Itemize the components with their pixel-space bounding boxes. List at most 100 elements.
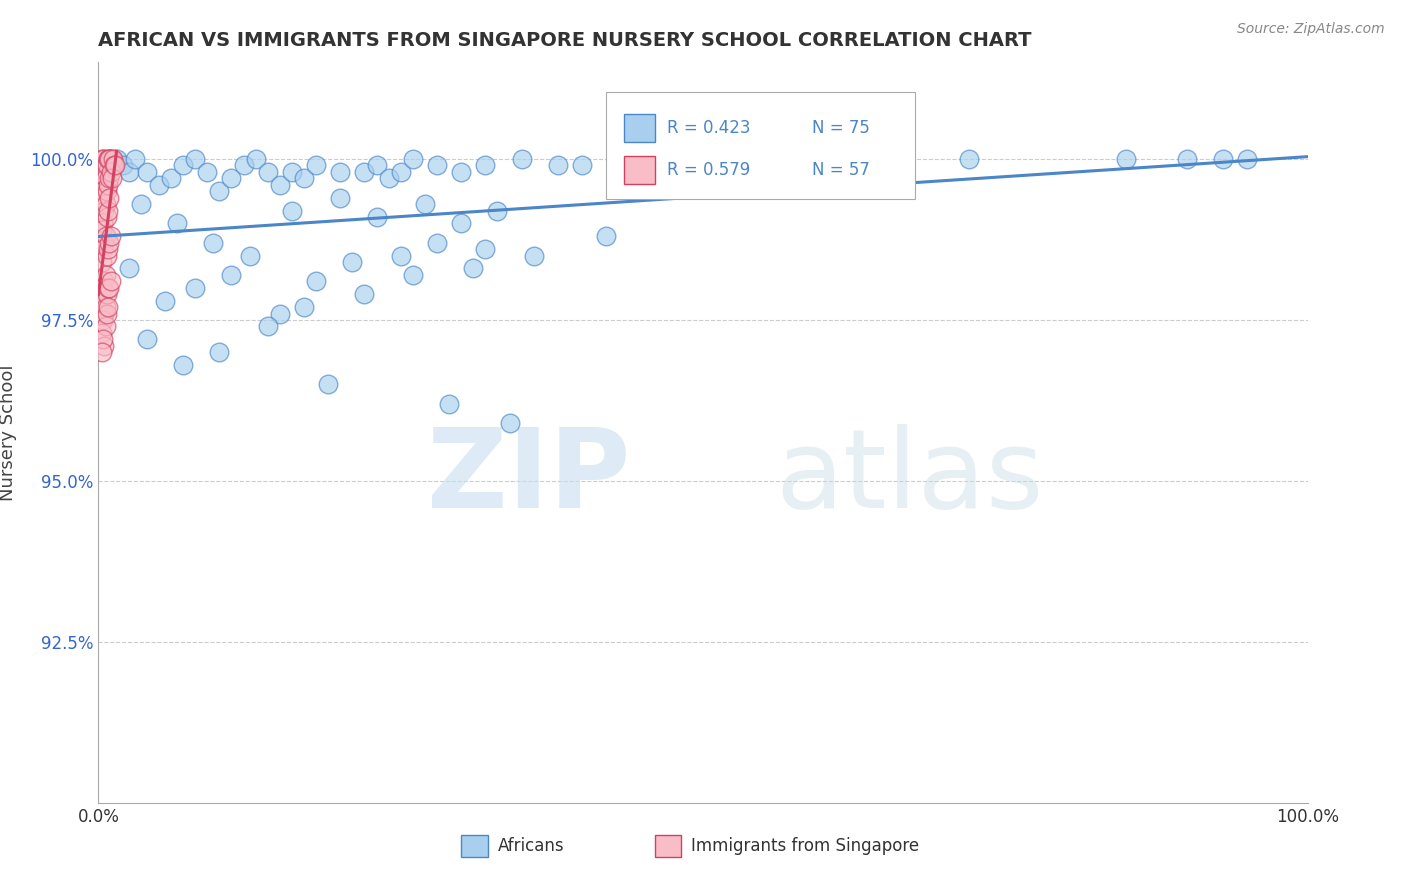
Point bbox=[91, 223, 114, 237]
Point bbox=[97, 203, 120, 218]
Point bbox=[957, 152, 980, 166]
Point bbox=[91, 191, 114, 205]
Point bbox=[1175, 152, 1198, 166]
Point bbox=[91, 184, 114, 198]
Bar bbox=[461, 835, 488, 857]
Point bbox=[184, 152, 207, 166]
Point bbox=[366, 210, 388, 224]
Point bbox=[269, 178, 291, 192]
Point bbox=[523, 249, 546, 263]
Point bbox=[93, 152, 115, 166]
Point bbox=[93, 235, 115, 250]
Point bbox=[329, 165, 352, 179]
Point bbox=[94, 319, 117, 334]
Point bbox=[437, 397, 460, 411]
Point bbox=[377, 171, 399, 186]
Point bbox=[96, 287, 118, 301]
Point bbox=[111, 158, 134, 172]
Point bbox=[571, 158, 593, 172]
Point bbox=[873, 158, 896, 172]
Point bbox=[463, 261, 485, 276]
Point bbox=[124, 152, 146, 166]
Text: Source: ZipAtlas.com: Source: ZipAtlas.com bbox=[1237, 22, 1385, 37]
Point bbox=[98, 281, 121, 295]
Y-axis label: Nursery School: Nursery School bbox=[0, 364, 17, 501]
Point bbox=[655, 171, 678, 186]
Text: Immigrants from Singapore: Immigrants from Singapore bbox=[690, 837, 920, 855]
Point bbox=[103, 158, 125, 172]
Point bbox=[100, 152, 122, 166]
Point bbox=[184, 281, 207, 295]
Point bbox=[245, 152, 267, 166]
Point bbox=[94, 229, 117, 244]
Point bbox=[98, 152, 121, 166]
Point bbox=[172, 158, 194, 172]
Point bbox=[342, 255, 364, 269]
Point bbox=[91, 313, 114, 327]
Point bbox=[100, 274, 122, 288]
Point bbox=[269, 306, 291, 320]
Point bbox=[1115, 152, 1137, 166]
Point bbox=[100, 152, 122, 166]
Point bbox=[94, 171, 117, 186]
Point bbox=[93, 203, 115, 218]
Point bbox=[281, 203, 304, 218]
Bar bbox=[624, 156, 655, 184]
Point bbox=[413, 197, 436, 211]
Text: ZIP: ZIP bbox=[427, 424, 630, 531]
Point bbox=[100, 229, 122, 244]
Point bbox=[97, 300, 120, 314]
Point bbox=[91, 152, 114, 166]
Point bbox=[221, 171, 243, 186]
Point bbox=[129, 197, 152, 211]
Point bbox=[166, 216, 188, 230]
Point bbox=[91, 152, 114, 166]
Point bbox=[305, 274, 328, 288]
Point bbox=[91, 281, 114, 295]
Point bbox=[1236, 152, 1258, 166]
Point bbox=[232, 158, 254, 172]
Point bbox=[239, 249, 262, 263]
Point bbox=[100, 171, 122, 186]
Point bbox=[402, 152, 425, 166]
Point bbox=[97, 281, 120, 295]
Point bbox=[402, 268, 425, 282]
Point bbox=[101, 152, 124, 166]
Point bbox=[474, 158, 496, 172]
Point bbox=[292, 171, 315, 186]
Point bbox=[98, 171, 121, 186]
Point bbox=[96, 210, 118, 224]
Point bbox=[486, 203, 509, 218]
Point bbox=[510, 152, 533, 166]
Point bbox=[389, 165, 412, 179]
Point bbox=[813, 165, 835, 179]
Point bbox=[91, 345, 114, 359]
Point bbox=[450, 165, 472, 179]
Text: AFRICAN VS IMMIGRANTS FROM SINGAPORE NURSERY SCHOOL CORRELATION CHART: AFRICAN VS IMMIGRANTS FROM SINGAPORE NUR… bbox=[98, 30, 1032, 50]
Point bbox=[292, 300, 315, 314]
Point bbox=[1212, 152, 1234, 166]
Point bbox=[607, 152, 630, 166]
Point bbox=[450, 216, 472, 230]
Point bbox=[195, 165, 218, 179]
Point bbox=[752, 152, 775, 166]
FancyBboxPatch shape bbox=[606, 92, 915, 200]
Point bbox=[172, 358, 194, 372]
Point bbox=[208, 345, 231, 359]
Point bbox=[366, 158, 388, 172]
Point bbox=[91, 255, 114, 269]
Point bbox=[96, 184, 118, 198]
Point bbox=[256, 165, 278, 179]
Point bbox=[148, 178, 170, 192]
Point bbox=[93, 339, 115, 353]
Point bbox=[96, 306, 118, 320]
Point bbox=[329, 191, 352, 205]
Point bbox=[91, 293, 114, 308]
Point bbox=[93, 178, 115, 192]
Point bbox=[97, 242, 120, 256]
Point bbox=[97, 178, 120, 192]
Point bbox=[547, 158, 569, 172]
Point bbox=[426, 158, 449, 172]
Point bbox=[353, 287, 375, 301]
Text: N = 75: N = 75 bbox=[811, 119, 870, 136]
